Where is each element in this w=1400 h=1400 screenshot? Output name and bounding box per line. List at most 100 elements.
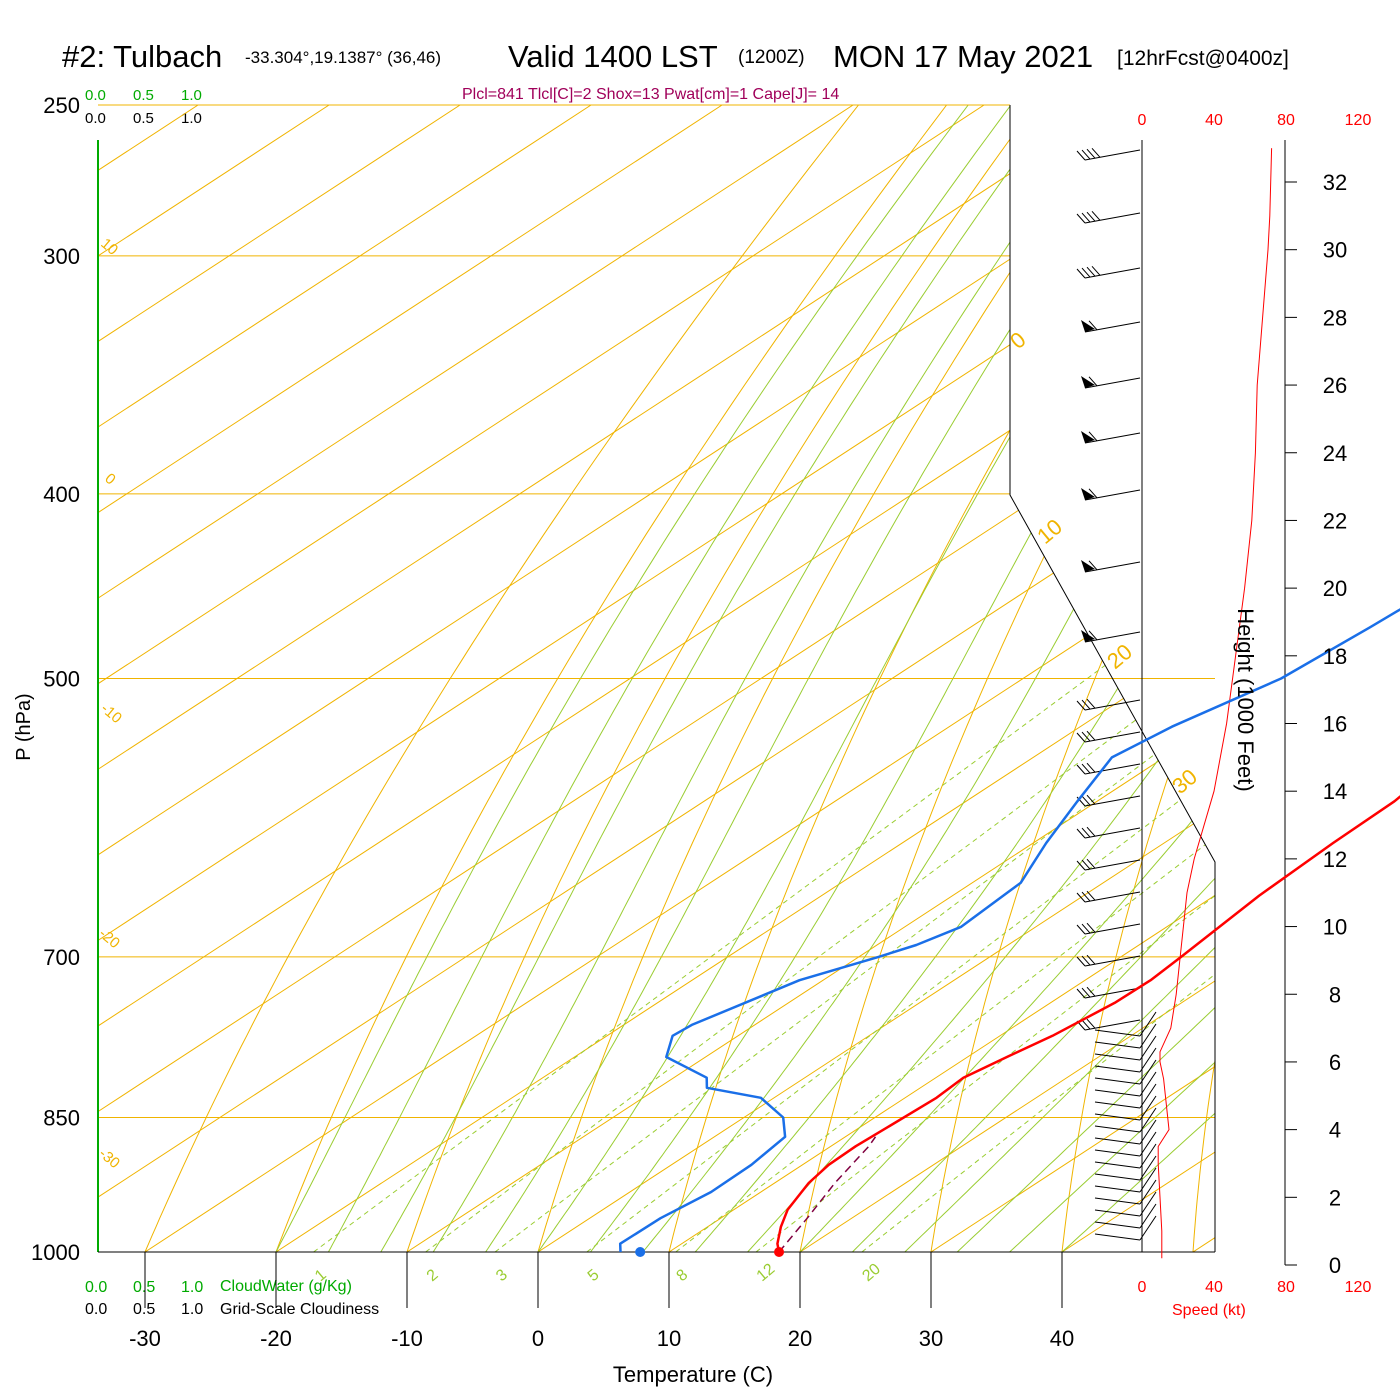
wind-barb-low <box>1094 1203 1157 1229</box>
height-tick-label: 28 <box>1323 305 1347 330</box>
wind-barbs <box>1076 147 1157 1241</box>
wind-barb <box>1076 986 1141 999</box>
wind-barb <box>1076 730 1141 743</box>
surface-temperature-marker <box>774 1247 785 1257</box>
valid-time: Valid 1400 LST <box>508 39 718 74</box>
pressure-tick-label: 300 <box>43 244 80 269</box>
pressure-tick-label: 400 <box>43 482 80 507</box>
pressure-tick-label: 700 <box>43 945 80 970</box>
isotherm-label: 0 <box>101 470 118 488</box>
isotherm-line <box>1192 105 1215 1252</box>
sounding-series <box>618 608 1400 1257</box>
isotherm-label: -30 <box>95 1145 123 1172</box>
moist-adiabat <box>747 105 1215 1252</box>
height-tick-label: 30 <box>1323 238 1347 263</box>
moist-adiabat <box>642 105 1215 1252</box>
cloud-scale-top-black-1: 0.5 <box>133 110 154 127</box>
speed-tick-top: 120 <box>1345 112 1372 129</box>
grid-layer <box>97 104 1286 1265</box>
height-tick-label: 18 <box>1323 644 1347 669</box>
wind-speed-profile <box>1157 148 1273 1259</box>
isotherm-label: 10 <box>97 235 121 259</box>
moist-adiabat <box>1009 105 1215 1252</box>
mixing-ratio-line <box>494 493 1215 1252</box>
x-tick-label: -20 <box>260 1326 292 1351</box>
moist-adiabat <box>380 105 1082 1252</box>
height-tick-label: 8 <box>1329 982 1341 1007</box>
wind-barb-low <box>1094 1131 1157 1157</box>
mixing-ratio-label: 3 <box>493 1266 511 1285</box>
wind-barb-low <box>1094 1215 1157 1241</box>
cloudiness-label: Grid-Scale Cloudiness <box>220 1301 379 1318</box>
wind-barb <box>1076 762 1141 775</box>
pressure-tick-label: 1000 <box>31 1240 80 1265</box>
speed-profile-line <box>1157 148 1273 1259</box>
mixing-ratio-label: 20 <box>859 1261 884 1286</box>
height-tick-label: 10 <box>1323 915 1347 940</box>
wind-barb-low <box>1094 1143 1157 1169</box>
cloud-scale-top-black-2: 1.0 <box>181 110 202 127</box>
wind-barb-low <box>1094 1059 1157 1085</box>
x-tick-label: -30 <box>129 1326 161 1351</box>
height-tick-label: 6 <box>1329 1050 1341 1075</box>
temperature-line <box>776 795 1400 1253</box>
axis-labels: 1 2 3 5 8 12 20100-10-20-300102030250300400500… <box>31 93 1371 1351</box>
isotherm-label: -10 <box>97 700 125 727</box>
isotherm-line <box>537 105 1215 1252</box>
wind-barb <box>1076 1018 1141 1031</box>
height-tick-label: 22 <box>1323 508 1347 533</box>
height-tick-label: 32 <box>1323 170 1347 195</box>
wind-barb <box>1076 922 1141 935</box>
cloud-scale-bottom-black-0: 0.0 <box>85 1301 107 1318</box>
x-tick-label: 10 <box>657 1326 681 1351</box>
wind-barb-low <box>1094 1107 1157 1133</box>
cloud-scale-bottom-black-2: 1.0 <box>181 1301 203 1318</box>
dry-adiabat <box>393 105 1060 1252</box>
wind-barb <box>1081 376 1141 389</box>
cloud-scale-top-black-0: 0.0 <box>85 110 106 127</box>
valid-date: MON 17 May 2021 <box>833 39 1093 74</box>
cloud-scale-top-green-2: 1.0 <box>181 87 202 104</box>
speed-tick-top: 80 <box>1277 112 1295 129</box>
moist-adiabat <box>956 105 1215 1252</box>
moist-adiabat <box>432 105 1130 1252</box>
isotherm-line <box>98 105 854 1252</box>
isotherm-line <box>406 105 1215 1252</box>
mixing-ratio-label: 2 <box>424 1266 442 1285</box>
dry-adiabat <box>1057 105 1215 1252</box>
height-tick-label: 12 <box>1323 847 1347 872</box>
speed-tick-bottom: 0 <box>1138 1279 1147 1296</box>
pressure-tick-label: 500 <box>43 667 80 692</box>
wind-barb-low <box>1094 1083 1157 1109</box>
wind-barb-low <box>1094 1071 1157 1097</box>
parcel-line <box>778 1136 877 1253</box>
height-tick-label: 4 <box>1329 1118 1341 1143</box>
speed-tick-top: 0 <box>1138 112 1147 129</box>
cloud-scale-bottom-green-2: 1.0 <box>181 1279 203 1296</box>
isotherm-line <box>98 105 461 1252</box>
wind-barb <box>1076 147 1141 161</box>
height-tick-label: 14 <box>1323 779 1347 804</box>
height-tick-label: 2 <box>1329 1185 1341 1210</box>
isotherm-label: 30 <box>1167 764 1202 799</box>
cloud-scale-bottom-green-1: 0.5 <box>133 1279 155 1296</box>
moist-adiabat <box>327 105 1037 1252</box>
isotherm-line <box>799 105 1215 1252</box>
speed-axis-label: Speed (kt) <box>1172 1302 1246 1319</box>
wind-barb <box>1076 890 1141 903</box>
isotherm-line <box>98 105 592 1252</box>
moist-adiabat <box>904 105 1215 1252</box>
wind-barb <box>1076 826 1141 839</box>
moist-adiabat <box>694 105 1215 1252</box>
speed-tick-bottom: 40 <box>1205 1279 1223 1296</box>
wind-barb-low <box>1094 1167 1157 1193</box>
mixing-ratio-line <box>861 493 1215 1252</box>
cloud-scale-bottom-green-0: 0.0 <box>85 1279 107 1296</box>
forecast-label: [12hrFcst@0400z] <box>1117 47 1289 70</box>
station-title: #2: Tulbach <box>62 39 222 74</box>
height-tick-label: 16 <box>1323 712 1347 737</box>
mixing-ratio-label: 8 <box>674 1266 692 1285</box>
height-tick-label: 26 <box>1323 373 1347 398</box>
isotherm-label: -20 <box>95 925 123 952</box>
